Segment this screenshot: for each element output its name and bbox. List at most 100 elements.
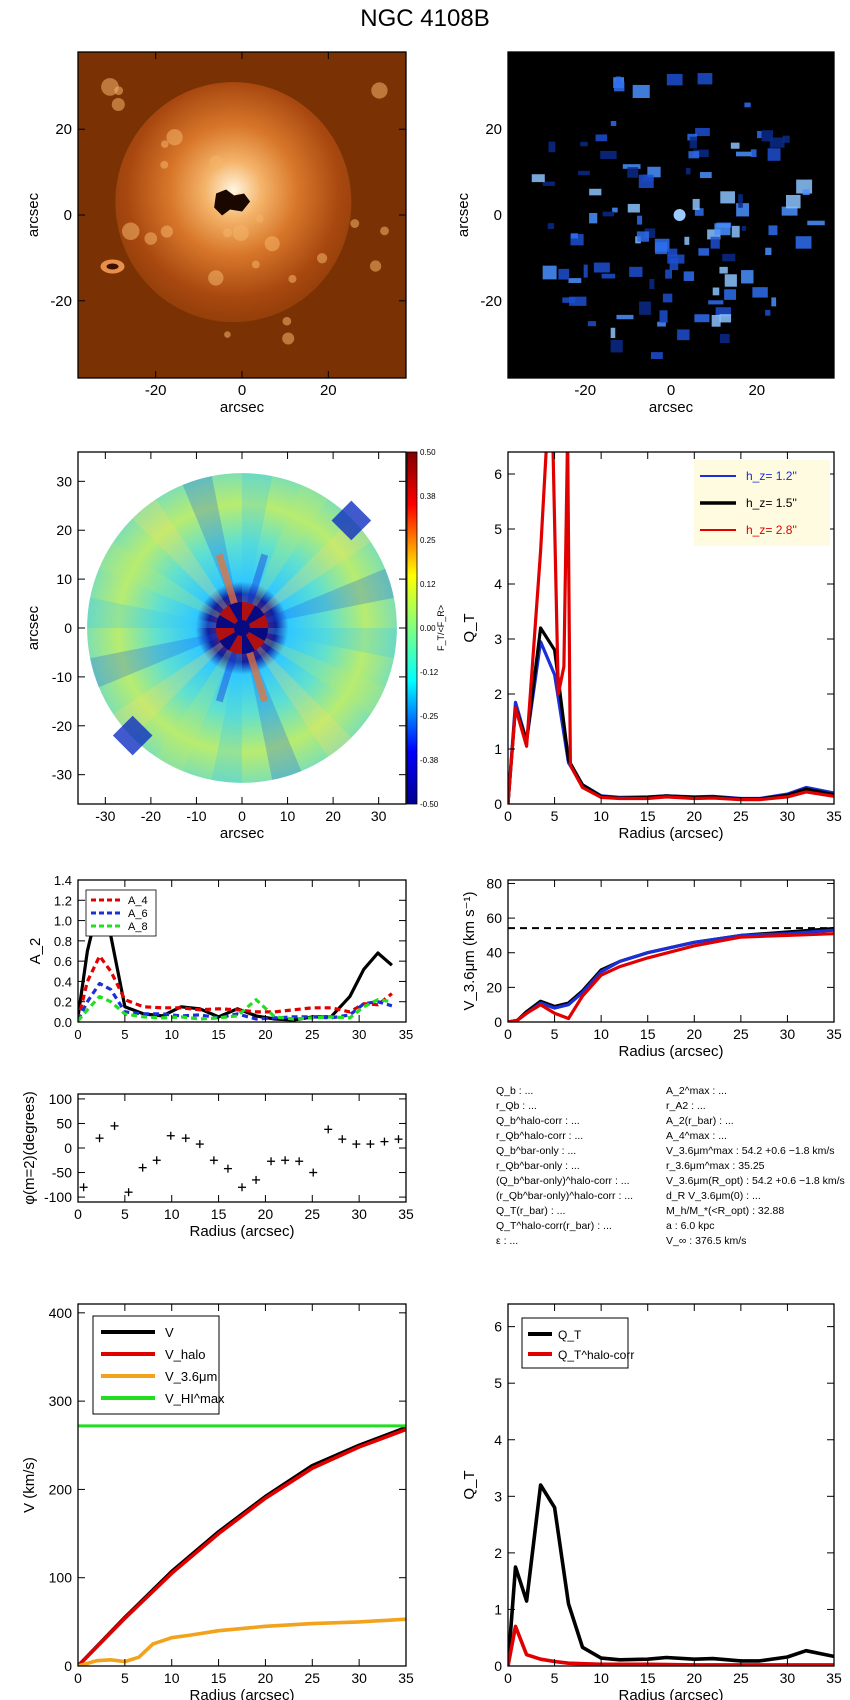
y-tick-label: 40 — [486, 945, 502, 961]
emission-patch — [610, 327, 616, 339]
emission-patch — [547, 223, 555, 230]
scatter-point — [394, 1135, 403, 1144]
param-right: r_A2 : ... — [666, 1100, 706, 1112]
emission-patch — [724, 289, 737, 300]
x-tick-label: 0 — [504, 1670, 512, 1686]
colorbar-tick-label: -0.38 — [420, 756, 439, 765]
param-left: Q_b : ... — [496, 1085, 533, 1097]
y-tick-label: 30 — [56, 473, 72, 489]
scatter-point — [223, 1164, 232, 1173]
x-axis-label: Radius (arcsec) — [189, 1687, 294, 1700]
legend-label: A_6 — [128, 908, 148, 920]
torque-sector — [242, 484, 329, 628]
x-tick-label: 15 — [211, 1670, 227, 1686]
emission-patch — [699, 172, 712, 179]
param-left: r_Qb : ... — [496, 1100, 537, 1112]
emission-patch — [684, 236, 690, 245]
bright-knot — [371, 82, 388, 99]
param-left: Q_b^halo-corr : ... — [496, 1115, 580, 1127]
bright-knot — [121, 222, 140, 241]
colorbar-tick-label: 0.50 — [420, 448, 436, 457]
scatter-point — [380, 1137, 389, 1146]
legend-label: Q_T — [558, 1328, 582, 1342]
emission-patch — [570, 234, 584, 246]
y-tick-label: 1.4 — [54, 873, 72, 888]
colorbar-tick-label: -0.25 — [420, 712, 439, 721]
y-axis-label: arcsec — [455, 192, 472, 237]
bright-knot — [380, 226, 389, 236]
scatter-point — [352, 1140, 361, 1149]
y-tick-label: 0 — [494, 796, 502, 812]
legend-label: Q_T^halo-corr — [558, 1348, 634, 1362]
legend-label: h_z= 1.5'' — [746, 496, 797, 510]
emission-patch — [649, 278, 655, 290]
emission-patch — [736, 151, 752, 157]
emission-patch — [665, 269, 673, 279]
y-tick-label: 1.2 — [54, 893, 72, 908]
emission-patch — [697, 73, 713, 85]
param-left: r_Qb^halo-corr : ... — [496, 1130, 583, 1142]
panel-orange-image: -20 0 20 -20 0 20 arcsec arcsec — [25, 51, 407, 416]
y-tick-label: -20 — [50, 293, 72, 310]
emission-patch — [593, 262, 610, 273]
y-tick-label: 4 — [494, 1432, 502, 1448]
emission-patch — [683, 271, 695, 281]
param-right: A_2^max : ... — [666, 1085, 727, 1097]
x-axis-label: Radius (arcsec) — [618, 825, 723, 842]
colorbar-tick-label: 0.25 — [420, 536, 436, 545]
bright-knot — [264, 236, 280, 252]
bright-knot — [282, 332, 295, 345]
emission-patch — [636, 231, 649, 242]
x-tick-label: 20 — [686, 1026, 702, 1042]
y-tick-label: 20 — [485, 121, 502, 138]
scatter-point — [181, 1134, 190, 1143]
x-tick-label: -10 — [186, 808, 206, 824]
emission-patch — [768, 225, 778, 236]
emission-patch — [568, 278, 582, 283]
y-tick-label: -20 — [52, 718, 72, 734]
emission-patch — [807, 220, 825, 226]
emission-patch — [589, 188, 602, 196]
emission-patch — [644, 228, 656, 238]
x-tick-label: 20 — [686, 1670, 702, 1686]
series-line — [78, 954, 393, 1021]
y-tick-label: 80 — [486, 875, 502, 891]
emission-patch — [616, 314, 634, 320]
emission-patch — [786, 194, 801, 209]
emission-patch — [677, 329, 690, 341]
scatter-point — [324, 1125, 333, 1134]
y-axis-label: Q_T — [461, 1470, 478, 1499]
emission-patch — [720, 191, 735, 204]
bright-knot — [111, 97, 125, 112]
param-left: Q_T(r_bar) : ... — [496, 1205, 565, 1217]
scatter-point — [238, 1183, 246, 1192]
emission-patch — [602, 211, 615, 217]
legend-label: V — [165, 1325, 174, 1340]
torque-sector — [113, 628, 242, 738]
emission-patch — [781, 206, 798, 216]
param-left: ε : ... — [496, 1235, 518, 1247]
x-tick-label: 30 — [371, 808, 387, 824]
torque-sector — [90, 628, 243, 688]
series-line — [78, 981, 393, 1021]
bright-knot — [369, 260, 382, 272]
y-tick-label: 0 — [494, 1658, 502, 1674]
y-tick-label: 10 — [56, 571, 72, 587]
emission-patch — [765, 309, 771, 316]
x-tick-label: 0 — [238, 382, 246, 399]
param-left: Q_b^bar-only : ... — [496, 1145, 576, 1157]
x-tick-label: 15 — [640, 808, 656, 824]
y-tick-label: 4 — [494, 576, 502, 592]
bright-knot — [251, 260, 260, 269]
x-tick-label: 25 — [733, 1670, 749, 1686]
y-tick-label: 0.4 — [54, 974, 72, 989]
dark-core — [214, 189, 251, 216]
x-tick-label: 35 — [826, 1670, 842, 1686]
x-tick-label: 0 — [74, 1027, 81, 1042]
y-tick-label: 1.0 — [54, 914, 72, 929]
x-tick-label: 15 — [211, 1027, 225, 1042]
y-axis-label: φ(m=2)(degrees) — [21, 1091, 38, 1205]
x-tick-label: 35 — [399, 1027, 413, 1042]
scatter-point — [338, 1135, 347, 1144]
